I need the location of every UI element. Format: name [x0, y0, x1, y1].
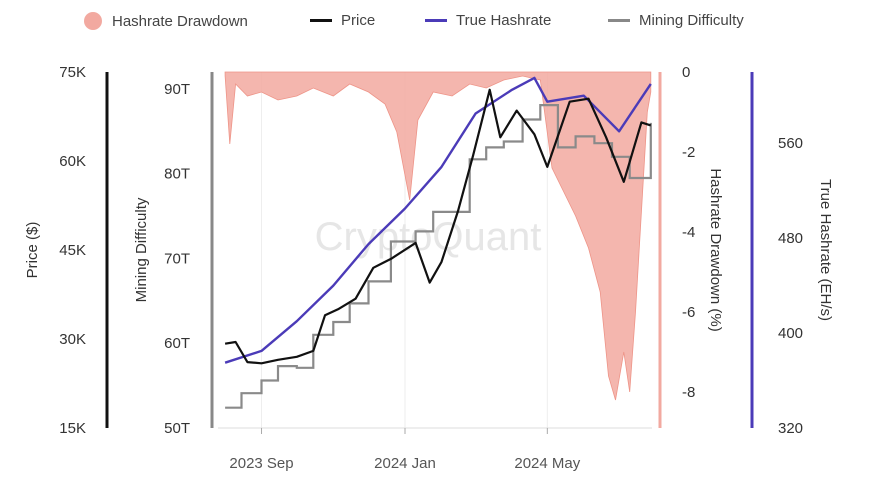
difficulty-tick-label: 90T	[164, 81, 190, 98]
drawdown-tick-label: -6	[682, 304, 695, 321]
hashrate-tick-label: 560	[778, 135, 803, 152]
drawdown-area-path	[224, 71, 652, 401]
difficulty-axis-title: Mining Difficulty	[133, 197, 150, 302]
legend-item-price[interactable]: Price	[310, 12, 375, 29]
price-tick-label: 60K	[59, 153, 86, 170]
true-hashrate-line	[224, 76, 652, 364]
hashrate-axis-title: True Hashrate (EH/s)	[817, 179, 834, 321]
legend-item-true-hashrate[interactable]: True Hashrate	[425, 12, 551, 29]
legend-line-icon	[608, 19, 630, 22]
tick-labels: 2023 Sep 2024 Jan 2024 May 15K 30K 45K 60K 75K 5…	[59, 64, 803, 472]
x-tick-label: 2023 Sep	[229, 455, 293, 472]
legend-item-mining-difficulty[interactable]: Mining Difficulty	[608, 12, 744, 29]
drawdown-tick-label: -8	[682, 384, 695, 401]
legend-label: Price	[341, 12, 376, 29]
watermark: CryptoQuant	[315, 215, 542, 259]
legend-label: Mining Difficulty	[639, 12, 744, 29]
mining-difficulty-line	[225, 104, 652, 409]
legend: Hashrate Drawdown Price True Hashrate Mi…	[0, 12, 877, 36]
drawdown-axis-title: Hashrate Drawdown (%)	[707, 168, 724, 331]
legend-label: Hashrate Drawdown	[112, 12, 248, 30]
legend-label: True Hashrate	[456, 12, 552, 29]
difficulty-tick-label: 80T	[164, 166, 190, 183]
difficulty-tick-label: 70T	[164, 250, 190, 267]
hashrate-tick-label: 320	[778, 420, 803, 437]
difficulty-tick-label: 60T	[164, 335, 190, 352]
price-tick-label: 15K	[59, 420, 86, 437]
price-series	[224, 88, 652, 365]
drawdown-tick-label: 0	[682, 64, 690, 81]
hashrate-tick-label: 400	[778, 325, 803, 342]
hashrate-tick-label: 480	[778, 230, 803, 247]
difficulty-tick-label: 50T	[164, 420, 190, 437]
drawdown-tick-label: -4	[682, 224, 695, 241]
price-tick-label: 75K	[59, 64, 86, 81]
legend-line-icon	[310, 19, 332, 22]
legend-item-hashrate-drawdown[interactable]: Hashrate Drawdown	[84, 12, 248, 30]
legend-line-icon	[425, 19, 447, 22]
mining-difficulty-series	[225, 104, 652, 409]
hashrate-drawdown-area	[224, 71, 652, 401]
true-hashrate-series	[224, 76, 652, 364]
legend-dot-icon	[84, 12, 102, 30]
drawdown-tick-label: -2	[682, 144, 695, 161]
price-line	[224, 88, 652, 365]
x-tick-label: 2024 Jan	[374, 455, 436, 472]
price-tick-label: 45K	[59, 242, 86, 259]
x-tick-label: 2024 May	[514, 455, 580, 472]
price-axis-title: Price ($)	[24, 222, 41, 279]
price-tick-label: 30K	[59, 331, 86, 348]
